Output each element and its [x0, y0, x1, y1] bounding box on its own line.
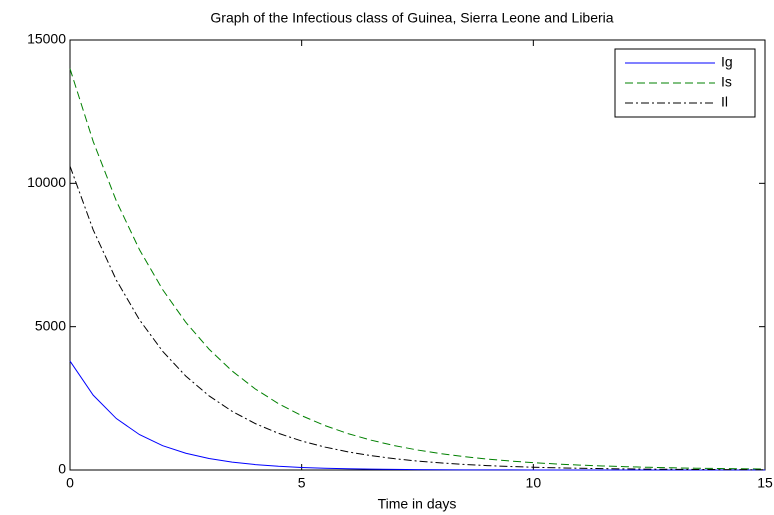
legend-label: Il	[721, 94, 728, 110]
legend-label: Is	[721, 74, 732, 90]
data-line	[69, 360, 765, 471]
y-tick-label: 10000	[27, 174, 66, 190]
y-tick-label: 15000	[27, 31, 66, 47]
legend-label: Ig	[721, 54, 733, 70]
legend: Ig Is Il	[614, 48, 756, 118]
data-line	[69, 68, 766, 470]
x-tick-label: 10	[526, 475, 542, 491]
x-axis-label: Time in days	[378, 496, 457, 512]
x-tick-label: 0	[66, 475, 74, 491]
data-line	[69, 165, 766, 471]
y-tick-label: 5000	[35, 317, 66, 333]
y-tick-label: 0	[58, 461, 66, 477]
chart-title: Graph of the Infectious class of Guinea,…	[210, 10, 613, 26]
x-tick-label: 15	[757, 475, 773, 491]
x-tick-label: 5	[298, 475, 306, 491]
